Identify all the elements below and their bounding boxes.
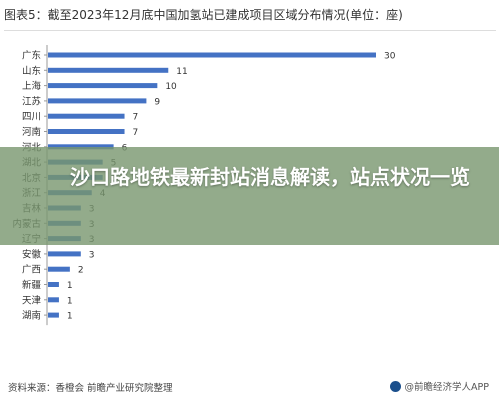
category-label: 河南 [22,126,41,138]
category-label: 安徽 [22,248,42,260]
bar [48,266,70,272]
value-label: 1 [67,296,73,306]
bar [48,83,158,89]
bar [48,98,147,104]
value-label: 2 [78,266,84,276]
value-label: 7 [133,113,139,123]
category-label: 山东 [22,65,41,77]
category-label: 广西 [22,264,41,276]
title-divider [4,30,496,31]
value-label: 7 [133,128,139,138]
chart-title: 图表5：截至2023年12月底中国加氢站已建成项目区域分布情况(单位：座) [4,8,403,22]
bar [48,67,169,73]
brand-mark: @前瞻经济学人APP [389,379,489,393]
bar [48,297,59,303]
bar [48,282,59,287]
value-label: 11 [176,67,187,77]
brand-label: @前瞻经济学人APP [404,382,489,393]
banner-headline: 沙口路地铁最新封站消息解读，站点状况一览 [70,165,470,189]
category-label: 广东 [22,50,41,62]
category-label: 四川 [22,112,41,123]
bar [48,312,59,318]
value-label: 3 [89,250,95,260]
bar [48,129,125,134]
headline-banner: 沙口路地铁最新封站消息解读，站点状况一览 [0,147,499,245]
category-label: 湖南 [22,310,41,322]
bar [48,144,114,150]
value-label: 30 [384,52,396,62]
value-label: 9 [154,97,160,107]
brand-logo-icon [389,380,401,392]
value-label: 1 [67,312,73,322]
source-note: 资料来源：香橙会 前瞻产业研究院整理 [8,383,173,394]
value-label: 1 [67,281,73,291]
value-label: 10 [165,82,177,92]
category-label: 江苏 [22,95,42,107]
bar [48,113,125,119]
bar [48,251,81,257]
category-label: 上海 [22,80,42,92]
bar [48,52,376,58]
category-label: 天津 [22,295,42,306]
category-label: 新疆 [22,279,42,291]
